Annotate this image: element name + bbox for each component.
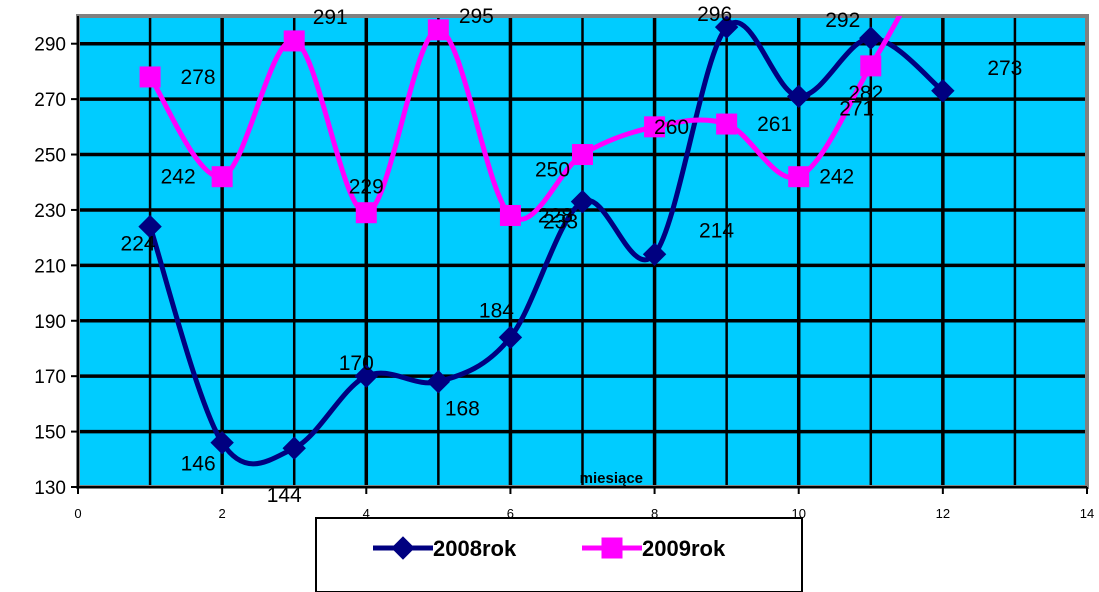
series-2008rok-data-label: 271: [839, 97, 874, 120]
x-tick-label: 12: [936, 506, 950, 521]
x-tick-label: 2: [219, 506, 226, 521]
series-2008rok-point: [354, 364, 378, 388]
series-2009rok-data-label: 260: [654, 116, 689, 139]
series-2008rok-point: [282, 436, 306, 460]
series-2008rok-data-label: 296: [697, 3, 732, 26]
series-2009rok-point: [499, 204, 521, 226]
x-tick-label: 6: [507, 506, 514, 521]
x-tick-label: 4: [363, 506, 370, 521]
series-2008rok-point: [931, 79, 955, 103]
series-2008rok-point: [859, 26, 883, 50]
series-2009rok-data-label: 242: [161, 166, 196, 189]
y-tick-label: 210: [34, 256, 66, 277]
data-labels: 224 146 144 170 168 184 233 214 296 271 292 273 278 2…: [121, 3, 1023, 507]
series-2009rok-data-label: 261: [757, 113, 792, 136]
series-2009rok-point: [572, 144, 593, 166]
series-2009rok-data-label: 282: [848, 82, 883, 105]
x-tick-label: 14: [1080, 506, 1094, 521]
series-2009rok-point: [283, 30, 305, 52]
series-2009rok-data-label: 278: [181, 66, 216, 89]
series-2009rok-data-label: 291: [313, 6, 348, 29]
series-2009rok-point: [355, 202, 377, 224]
series-2008rok-point: [642, 242, 667, 266]
y-tick-label: 170: [34, 367, 66, 388]
series-2008rok-point: [210, 430, 234, 455]
legend-box: [315, 517, 803, 592]
x-tick-label: 8: [651, 506, 658, 521]
legend-2009rok-label: 2009rok: [642, 536, 726, 561]
series-2009rok-point: [860, 55, 882, 77]
plot-area: [76, 14, 1089, 489]
x-tick-label: 0: [74, 506, 81, 521]
legend-2008rok-marker: [391, 536, 415, 560]
series-2008rok-data-label: 184: [479, 299, 514, 322]
series-2008rok-data-label: 273: [987, 57, 1022, 80]
series-2009rok-point: [139, 66, 161, 88]
series-2009rok-point: [788, 166, 810, 188]
legend-2009rok-marker: [601, 537, 623, 559]
series-2008rok-data-label: 224: [121, 233, 156, 256]
y-tick-label: 190: [34, 312, 66, 333]
series-2008rok-group: [138, 16, 955, 467]
series-2009rok-data-label: 228: [538, 204, 573, 227]
series-layer: [138, 16, 955, 467]
series-2008rok-data-label: 292: [825, 9, 860, 32]
series-2009rok-point: [211, 166, 233, 188]
y-tick-label: 130: [34, 478, 66, 499]
y-tick-label: 290: [34, 35, 66, 56]
series-2009rok-data-label: 242: [819, 166, 854, 189]
series-2009rok-data-label: 229: [349, 176, 384, 199]
series-2008rok-data-label: 170: [339, 352, 374, 375]
series-2008rok-data-label: 214: [699, 219, 734, 242]
series-2008rok-data-label: 146: [181, 453, 216, 476]
legend-2008rok-label: 2008rok: [433, 536, 517, 561]
series-2009rok-point: [716, 113, 738, 135]
series-2008rok-point: [426, 370, 451, 394]
x-axis-title: miesiące: [580, 470, 643, 487]
y-tick-label: 230: [34, 201, 66, 222]
series-2008rok-point: [787, 84, 811, 109]
series-2009rok-data-label: 250: [535, 159, 570, 182]
legend: 2008rok 2009rok: [315, 517, 803, 592]
y-tick-label: 250: [34, 146, 66, 167]
series-2009rok-point: [644, 116, 666, 138]
series-2008rok-data-label: 168: [445, 398, 480, 421]
series-2009rok-point: [427, 19, 449, 41]
series-2008rok-point: [498, 325, 523, 350]
series-2008rok-data-label: 144: [267, 484, 302, 507]
y-tick-label: 150: [34, 423, 66, 444]
series-2008rok-point: [714, 16, 739, 39]
series-2008rok-point: [570, 189, 595, 214]
series-2008rok-point: [138, 214, 162, 239]
y-tick-label: 270: [34, 90, 66, 111]
series-2009rok-group: [139, 16, 903, 226]
series-2008rok-data-label: 233: [543, 211, 578, 234]
series-2009rok-data-label: 295: [459, 5, 494, 28]
